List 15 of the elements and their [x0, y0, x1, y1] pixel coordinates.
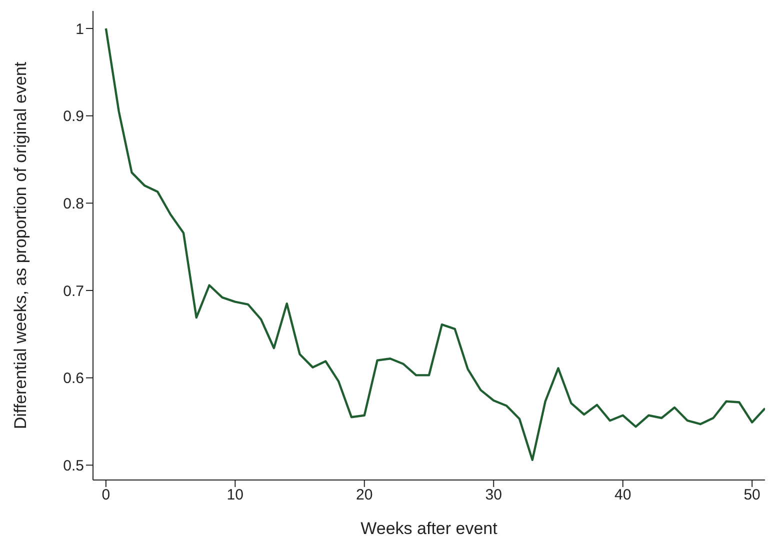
y-axis-title: Differential weeks, as proportion of original event: [11, 62, 30, 430]
x-tick-label: 0: [102, 486, 110, 504]
y-tick-label: 0.9: [63, 108, 84, 126]
y-tick-label: 0.8: [63, 195, 84, 212]
y-tick-label: 0.7: [63, 282, 84, 300]
x-tick-label: 40: [614, 486, 632, 504]
y-tick-label: 0.5: [63, 457, 84, 474]
x-tick-label: 20: [356, 486, 373, 504]
x-tick-label: 10: [226, 486, 244, 504]
line-series: [104, 27, 765, 462]
y-tick-label: 1: [76, 20, 84, 38]
x-tick-label: 30: [485, 486, 502, 504]
x-axis-title: Weeks after event: [360, 519, 498, 538]
y-tick-label: 0.6: [63, 370, 84, 388]
x-tick-label: 50: [744, 486, 760, 504]
